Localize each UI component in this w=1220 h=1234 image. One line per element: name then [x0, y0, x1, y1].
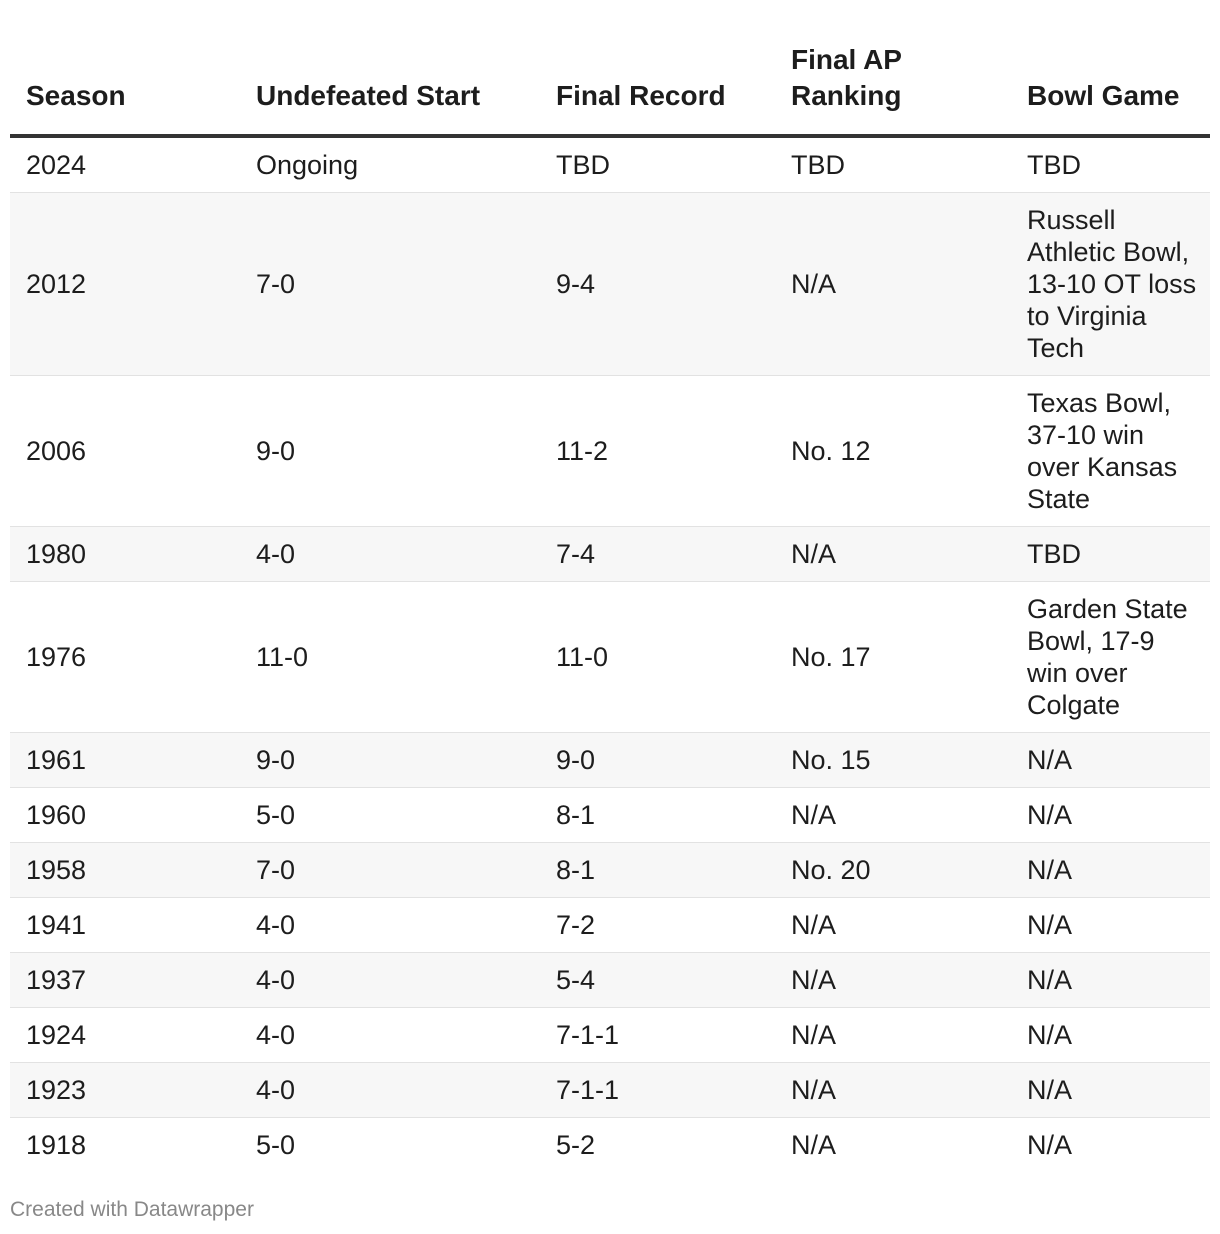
- table-row: 1958 7-0 8-1 No. 20 N/A: [10, 842, 1210, 898]
- cell-bowl-game: N/A: [1011, 952, 1210, 1008]
- table-row: 1924 4-0 7-1-1 N/A N/A: [10, 1007, 1210, 1063]
- cell-bowl-game: Garden State Bowl, 17-9 win over Colgate: [1011, 581, 1210, 733]
- cell-undefeated-start: 5-0: [240, 787, 540, 843]
- cell-final-ap-ranking: N/A: [775, 897, 1011, 953]
- cell-bowl-game: TBD: [1011, 526, 1210, 582]
- cell-season: 1958: [10, 842, 240, 898]
- cell-season: 2012: [10, 192, 240, 376]
- table-row: 1976 11-0 11-0 No. 17 Garden State Bowl, 17-…: [10, 581, 1210, 733]
- header-row: Season Undefeated Start Final Record Final …: [10, 0, 1210, 138]
- cell-final-ap-ranking: N/A: [791, 1130, 837, 1160]
- cell-final-ap-ranking: TBD: [775, 136, 1011, 193]
- table-row: 1918 5-0 5-2 N/A N/A: [10, 1118, 1210, 1173]
- table-row: 1961 9-0 9-0 No. 15 N/A: [10, 732, 1210, 788]
- cell-undefeated-start: Ongoing: [240, 136, 540, 193]
- cell-final-ap-ranking: N/A: [775, 787, 1011, 843]
- cell-final-ap-ranking: N/A: [775, 1062, 1011, 1118]
- table-row: 1923 4-0 7-1-1 N/A N/A: [10, 1062, 1210, 1118]
- cell-undefeated-start: 9-0: [240, 732, 540, 788]
- cell-undefeated-start: 4-0: [240, 897, 540, 953]
- cell-season: 1924: [10, 1007, 240, 1063]
- cell-season: 1976: [10, 581, 240, 733]
- cell-bowl-game: N/A: [1011, 732, 1210, 788]
- cell-final-record: 11-0: [540, 581, 775, 733]
- data-table-container: Season Undefeated Start Final Record Final …: [10, 0, 1210, 1172]
- datawrapper-credit: Created with Datawrapper: [10, 1198, 254, 1221]
- cell-undefeated-start: 4-0: [240, 1007, 540, 1063]
- table-header: Season Undefeated Start Final Record Final …: [10, 0, 1210, 138]
- cell-final-ap-ranking: N/A: [775, 526, 1011, 582]
- column-header-bowl-game: Bowl Game: [1011, 0, 1210, 138]
- table-row: 2012 7-0 9-4 N/A Russell Athletic Bowl, 13-1…: [10, 192, 1210, 376]
- cell-bowl-game: N/A: [1011, 1062, 1210, 1118]
- cell-final-record: 5-2: [556, 1130, 596, 1160]
- cell-bowl-game: N/A: [1011, 842, 1210, 898]
- column-header-final-record: Final Record: [540, 0, 775, 138]
- cell-final-ap-ranking: No. 20: [775, 842, 1011, 898]
- cell-undefeated-start: 7-0: [240, 842, 540, 898]
- cell-final-ap-ranking: N/A: [775, 1007, 1011, 1063]
- cell-final-record: 7-1-1: [540, 1007, 775, 1063]
- cell-undefeated-start: 7-0: [240, 192, 540, 376]
- cell-season: 1980: [10, 526, 240, 582]
- cell-season: 1918: [26, 1130, 87, 1160]
- cell-final-record: 7-2: [540, 897, 775, 953]
- cell-bowl-game: N/A: [1011, 1007, 1210, 1063]
- cell-final-record: 9-0: [540, 732, 775, 788]
- cell-final-ap-ranking: No. 12: [775, 375, 1011, 527]
- cell-season: 2024: [10, 136, 240, 193]
- table-row: 1960 5-0 8-1 N/A N/A: [10, 787, 1210, 843]
- cell-undefeated-start: 11-0: [240, 581, 540, 733]
- cell-final-record: 7-1-1: [540, 1062, 775, 1118]
- table-row: 2006 9-0 11-2 No. 12 Texas Bowl, 37-10 win o…: [10, 375, 1210, 527]
- cell-undefeated-start: 9-0: [240, 375, 540, 527]
- cell-season: 2006: [10, 375, 240, 527]
- cell-bowl-game: N/A: [1027, 1130, 1073, 1160]
- cell-bowl-game: Russell Athletic Bowl, 13-10 OT loss to …: [1011, 192, 1210, 376]
- cell-season: 1941: [10, 897, 240, 953]
- table-row: 1980 4-0 7-4 N/A TBD: [10, 526, 1210, 582]
- cell-final-record: 8-1: [540, 842, 775, 898]
- seasons-table: Season Undefeated Start Final Record Final …: [10, 0, 1210, 1172]
- cell-final-ap-ranking: N/A: [775, 952, 1011, 1008]
- cell-final-ap-ranking: N/A: [775, 192, 1011, 376]
- cell-final-record: 5-4: [540, 952, 775, 1008]
- cell-final-record: 7-4: [540, 526, 775, 582]
- column-header-undefeated-start: Undefeated Start: [240, 0, 540, 138]
- cell-bowl-game: N/A: [1011, 897, 1210, 953]
- cell-bowl-game: Texas Bowl, 37-10 win over Kansas State: [1011, 375, 1210, 527]
- table-body: 2024 Ongoing TBD TBD TBD 2012 7-0 9-4 N/A Russell…: [10, 136, 1210, 1172]
- cell-final-record: 9-4: [540, 192, 775, 376]
- cell-undefeated-start: 4-0: [240, 952, 540, 1008]
- cell-season: 1937: [10, 952, 240, 1008]
- table-row: 2024 Ongoing TBD TBD TBD: [10, 136, 1210, 193]
- cell-season: 1960: [10, 787, 240, 843]
- cell-undefeated-start: 4-0: [240, 1062, 540, 1118]
- cell-bowl-game: TBD: [1011, 136, 1210, 193]
- cell-final-record: TBD: [540, 136, 775, 193]
- cell-undefeated-start: 4-0: [240, 526, 540, 582]
- cell-final-record: 11-2: [540, 375, 775, 527]
- cell-bowl-game: N/A: [1011, 787, 1210, 843]
- cell-undefeated-start: 5-0: [256, 1130, 296, 1160]
- cell-season: 1923: [10, 1062, 240, 1118]
- cell-final-ap-ranking: No. 15: [775, 732, 1011, 788]
- cell-final-ap-ranking: No. 17: [775, 581, 1011, 733]
- column-header-final-ap-ranking: Final AP Ranking: [775, 0, 1011, 138]
- table-row: 1941 4-0 7-2 N/A N/A: [10, 897, 1210, 953]
- cell-season: 1961: [10, 732, 240, 788]
- column-header-season: Season: [10, 0, 240, 138]
- table-row: 1937 4-0 5-4 N/A N/A: [10, 952, 1210, 1008]
- cell-final-record: 8-1: [540, 787, 775, 843]
